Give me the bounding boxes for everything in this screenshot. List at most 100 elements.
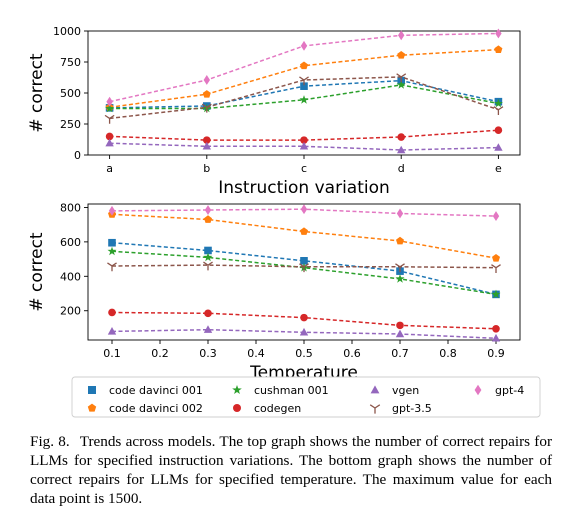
y-tick-label: 200 xyxy=(60,305,81,318)
legend-label: gpt-3.5 xyxy=(392,402,432,415)
legend-marker-cushman xyxy=(232,385,242,394)
data-point-gpt35 xyxy=(107,262,117,272)
series-line-cd001 xyxy=(111,241,497,296)
series-vgen xyxy=(107,325,501,342)
data-point-cushman xyxy=(491,289,501,299)
y-tick-label: 600 xyxy=(60,236,81,249)
y-tick-label: 400 xyxy=(60,270,81,283)
data-point-gpt4 xyxy=(204,205,212,215)
legend-entry-cushman: cushman 001 xyxy=(232,384,329,397)
y-tick-label: 500 xyxy=(60,87,81,100)
series-cushman xyxy=(107,246,501,299)
data-point-codegen xyxy=(300,136,308,144)
data-point-cd001 xyxy=(108,238,116,247)
legend-label: gpt-4 xyxy=(495,384,524,397)
data-point-gpt4 xyxy=(203,75,210,85)
legend-entry-codegen: codegen xyxy=(233,402,301,415)
data-point-gpt35 xyxy=(104,114,115,124)
data-point-codegen xyxy=(397,133,406,141)
data-point-vgen xyxy=(299,327,309,336)
data-point-cushman xyxy=(395,274,405,283)
series-line-cd002 xyxy=(111,213,497,259)
legend-marker-cd001 xyxy=(88,386,96,394)
figure-caption: Fig. 8. Trends across models. The top gra… xyxy=(30,432,552,508)
data-point-cd001 xyxy=(300,257,308,265)
legend-entry-gpt35: gpt-3.5 xyxy=(369,402,432,415)
data-point-gpt4 xyxy=(300,204,308,215)
data-point-gpt35 xyxy=(491,264,501,274)
data-point-gpt35 xyxy=(201,103,212,113)
data-point-cd002 xyxy=(492,254,500,262)
x-tick-label: 0.8 xyxy=(439,347,457,360)
data-point-gpt4 xyxy=(492,211,500,221)
data-point-codegen xyxy=(494,126,503,134)
data-point-codegen xyxy=(492,325,500,333)
series-cd002 xyxy=(108,210,500,262)
data-point-gpt4 xyxy=(495,28,502,39)
x-tick-label: a xyxy=(106,162,113,175)
series-line-cushman xyxy=(111,250,497,296)
data-point-cd002 xyxy=(300,227,308,235)
legend-marker-gpt35 xyxy=(369,404,381,414)
chart-instruction-variation: 0 250 500 750 1000 a b c d e Instruction variation… xyxy=(27,25,521,198)
legend: code davinci 001 cushman 001 vgen gpt-4 code… xyxy=(71,376,541,418)
data-point-cd001 xyxy=(204,246,212,255)
data-point-cushman xyxy=(107,246,117,256)
legend-label: code davinci 002 xyxy=(109,402,203,415)
y-tick-label: 250 xyxy=(60,118,81,131)
data-point-cushman xyxy=(203,252,213,262)
x-tick-label: 0.1 xyxy=(103,347,121,360)
data-point-gpt35 xyxy=(395,263,405,273)
legend-entry-gpt4: gpt-4 xyxy=(474,384,524,397)
data-point-vgen xyxy=(494,143,503,151)
x-axis-label: Instruction variation xyxy=(218,178,390,198)
data-point-cd002 xyxy=(396,236,404,245)
data-point-codegen xyxy=(203,136,211,144)
y-tick-label: 0 xyxy=(74,149,81,162)
y-tick-label: 1000 xyxy=(53,25,81,38)
series-vgen xyxy=(105,138,503,154)
series-gpt35 xyxy=(104,73,504,124)
data-point-gpt4 xyxy=(398,30,405,41)
series-line-cd002 xyxy=(109,48,499,109)
data-point-cd002 xyxy=(202,90,211,98)
legend-entry-cd002: code davinci 002 xyxy=(87,402,203,415)
x-tick-label: d xyxy=(398,162,405,175)
data-point-gpt35 xyxy=(203,261,213,271)
caption-label: Fig. 8. xyxy=(30,433,70,450)
series-gpt4 xyxy=(108,204,500,221)
data-point-gpt4 xyxy=(300,40,308,51)
data-point-gpt35 xyxy=(493,106,504,116)
x-tick-label: b xyxy=(203,162,210,175)
data-point-cd002 xyxy=(300,61,308,70)
legend-label: codegen xyxy=(254,402,301,415)
x-tick-label: c xyxy=(301,162,307,175)
series-gpt35 xyxy=(107,261,501,274)
x-tick-label: 0.4 xyxy=(247,347,265,360)
data-point-cushman xyxy=(105,103,115,113)
legend-marker-gpt4 xyxy=(474,384,482,396)
legend-marker-vgen xyxy=(370,385,380,394)
legend-entry-vgen: vgen xyxy=(370,384,419,397)
data-point-codegen xyxy=(108,308,116,317)
data-point-vgen xyxy=(202,141,211,150)
data-point-vgen xyxy=(395,329,405,338)
x-tick-label: 0.3 xyxy=(199,347,217,360)
data-point-vgen xyxy=(299,141,309,150)
y-axis-label: # correct xyxy=(27,53,47,133)
data-point-cd002 xyxy=(204,215,212,223)
legend-label: cushman 001 xyxy=(254,384,329,397)
series-codegen xyxy=(105,126,503,144)
data-point-gpt4 xyxy=(106,96,113,107)
x-tick-label: 0.7 xyxy=(391,347,409,360)
data-point-codegen xyxy=(300,313,308,322)
x-tick-label: 0.9 xyxy=(487,347,505,360)
caption-text: Trends across models. The top graph show… xyxy=(30,433,553,507)
data-point-vgen xyxy=(105,138,114,147)
data-point-vgen xyxy=(203,325,213,333)
legend-entry-cd001: code davinci 001 xyxy=(88,384,203,397)
data-point-cd002 xyxy=(397,51,406,59)
data-point-cushman xyxy=(493,98,503,108)
